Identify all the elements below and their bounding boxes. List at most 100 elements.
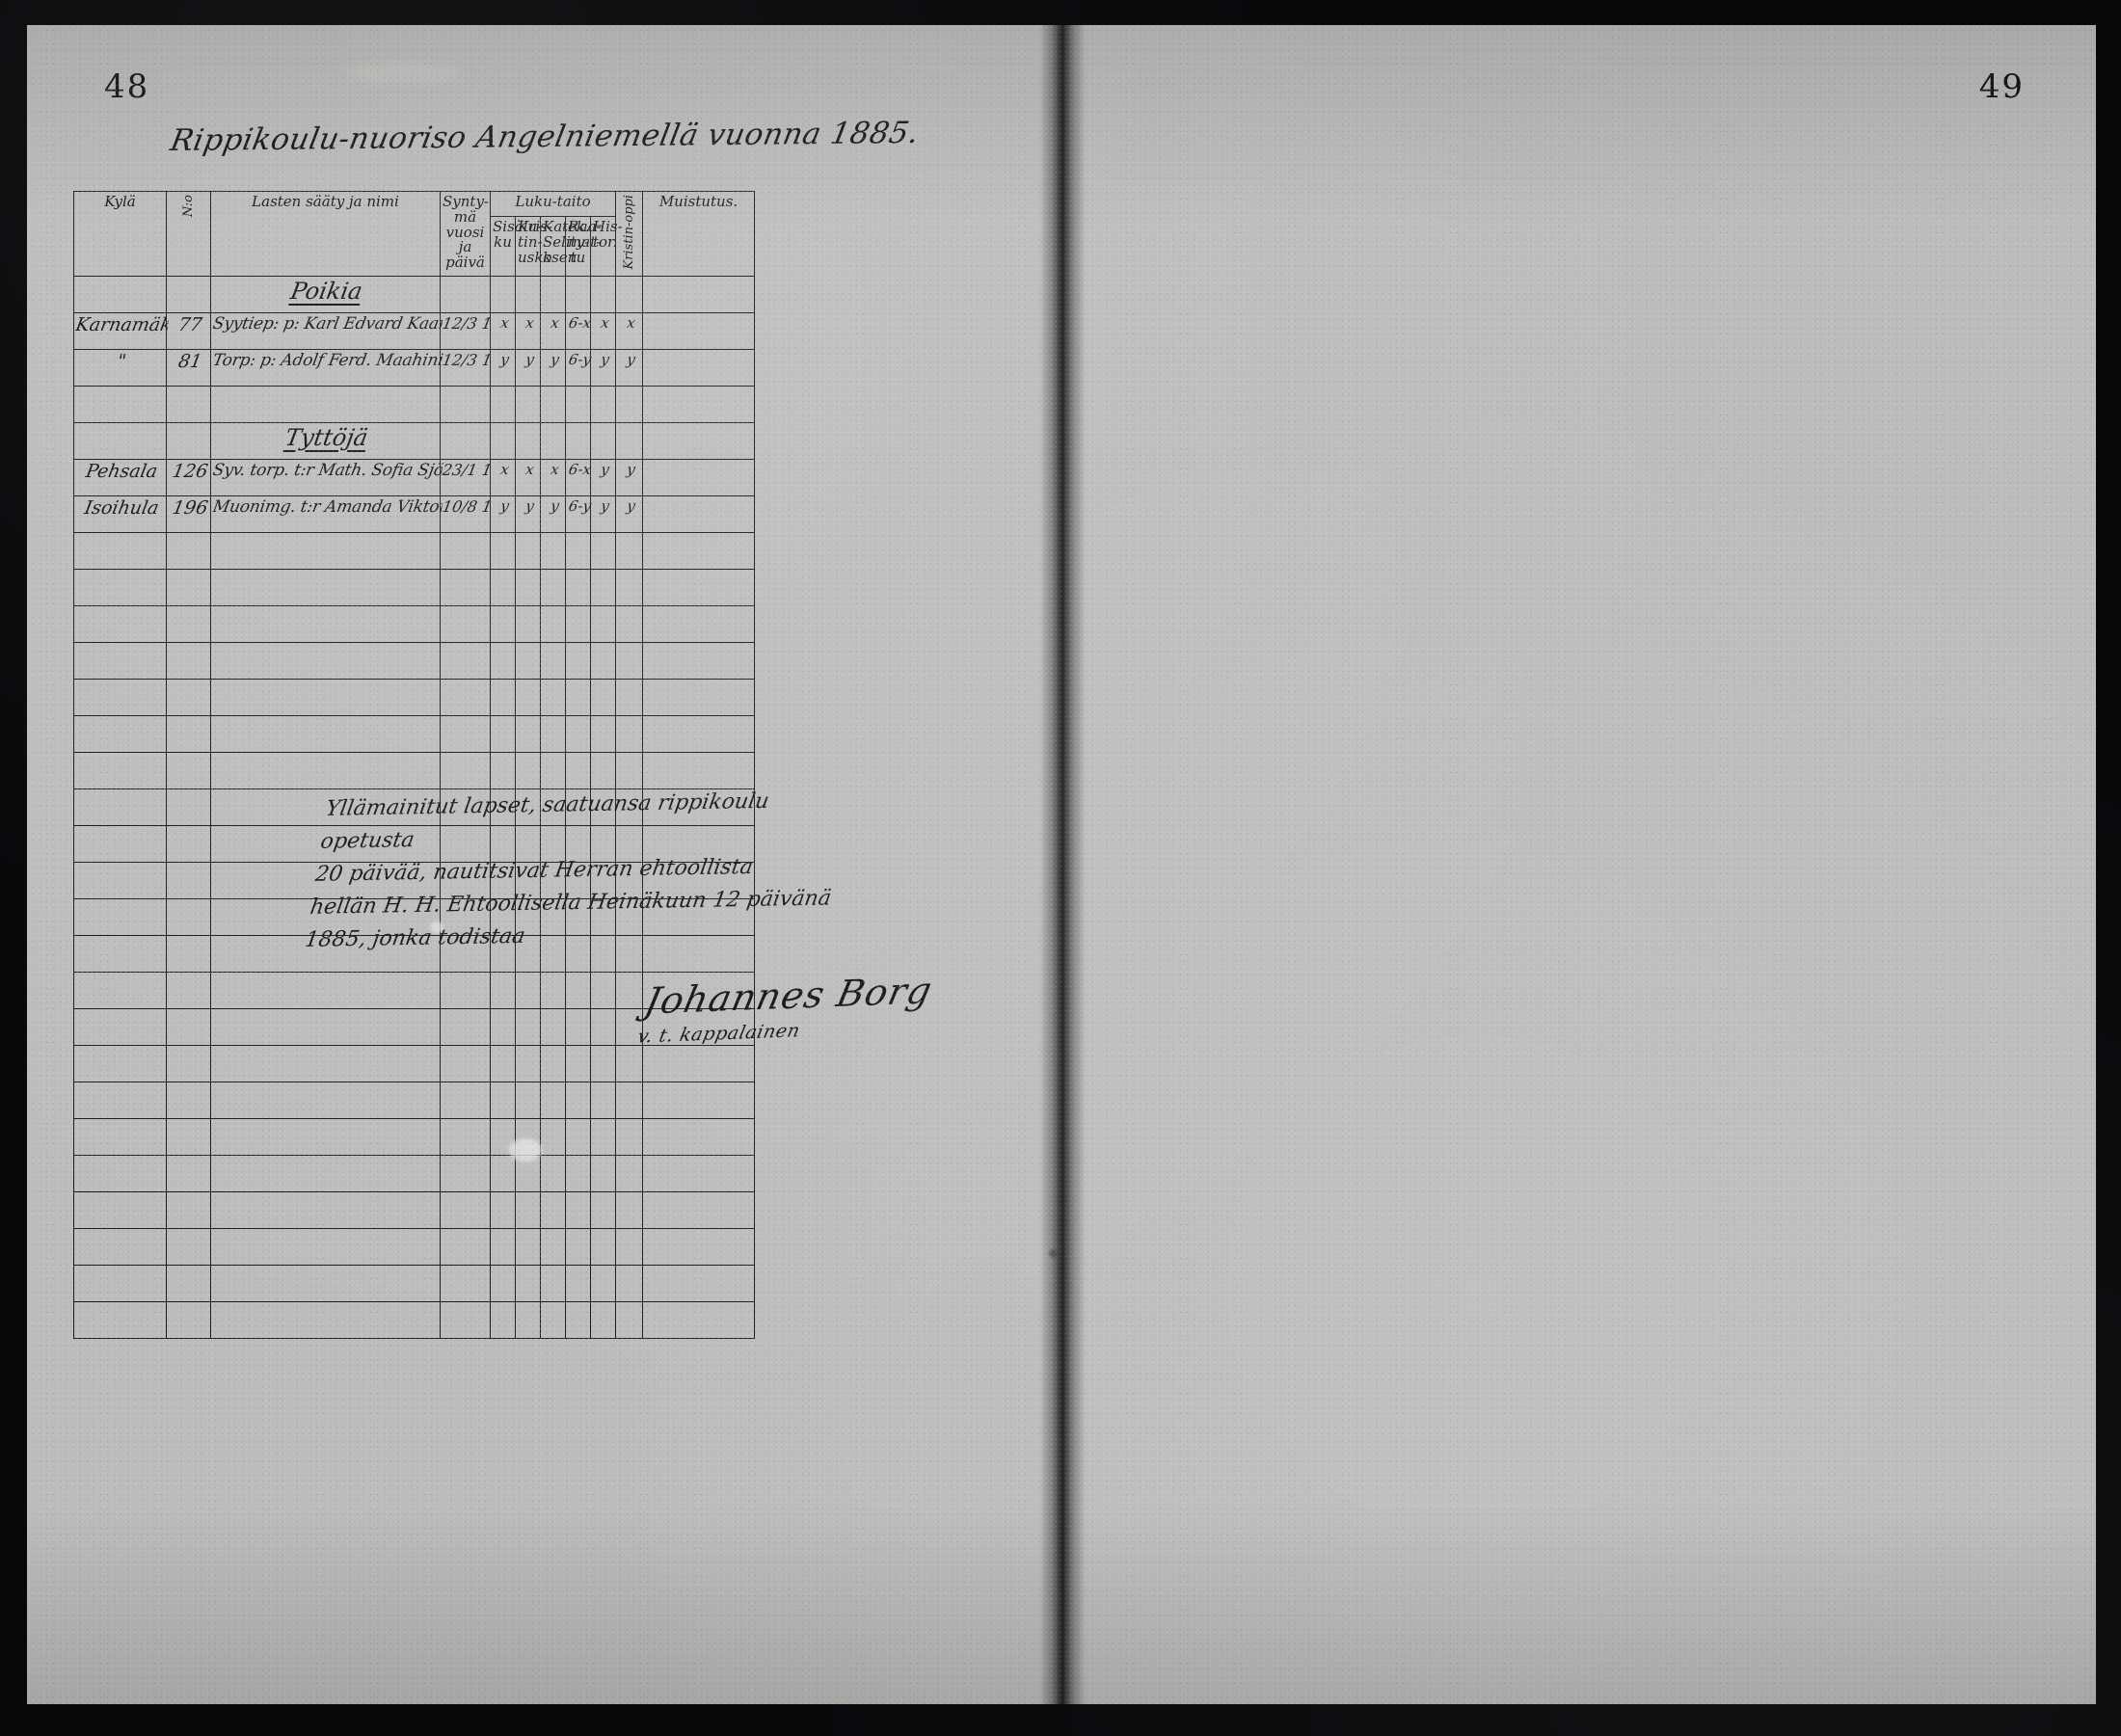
section-label: Poikia <box>207 276 443 313</box>
table-row-blank <box>73 1301 755 1340</box>
cell-blank <box>515 1008 541 1047</box>
table-row-blank <box>73 972 755 1010</box>
cell-blank <box>615 1265 643 1303</box>
cell-blank <box>642 679 755 717</box>
cell-blank <box>440 715 491 754</box>
register-table-left: Kylä N:o Lasten sääty ja nimi Synty- mä … <box>70 190 758 1340</box>
cell-blank <box>490 972 516 1010</box>
cell-blank <box>73 1265 167 1303</box>
cell-blank <box>440 532 491 571</box>
cell-blank <box>642 1118 755 1157</box>
cell-blank <box>615 752 643 790</box>
cell-blank <box>73 1228 167 1267</box>
table-row-blank <box>73 642 755 681</box>
cell-blank <box>515 715 541 754</box>
cell-blank <box>210 642 441 681</box>
cell-village: Karnamäki <box>70 312 170 350</box>
cell-blank <box>540 679 566 717</box>
cell-village: Isoihula <box>70 495 170 533</box>
cell-village: " <box>70 349 170 387</box>
cell-blank <box>210 972 441 1010</box>
cell-blank <box>615 715 643 754</box>
cell-blank <box>210 1008 441 1047</box>
cell-blank <box>73 898 167 937</box>
cell-blank <box>515 569 541 607</box>
cell-blank <box>490 1082 516 1120</box>
cell-blank <box>210 715 441 754</box>
cell-birth: 10/8 1870 <box>437 495 494 533</box>
table-row-blank <box>73 1008 755 1047</box>
cell-blank <box>615 386 643 424</box>
cell-name: Syv. torp. t:r Math. Sofia Sjölin <box>207 459 443 496</box>
cell-blank <box>490 862 516 900</box>
cell-remark <box>639 312 758 350</box>
cell-blank <box>615 642 643 681</box>
cell-blank <box>490 386 516 424</box>
register-body-left: Poikia Karnamäki 77 Syytiep: p: Karl Edvard… <box>70 276 758 1340</box>
cell-blank <box>590 1265 616 1303</box>
ledger-page-left: 48 Rippikoulu-nuoriso Angelniemellä vuon… <box>27 25 1061 1704</box>
book-gutter-shadow <box>1039 25 1086 1704</box>
cell-blank <box>166 1155 211 1193</box>
cell-blank <box>565 1045 591 1083</box>
cell-blank <box>490 1008 516 1047</box>
cell-blank <box>166 642 211 681</box>
cell-remark <box>639 495 758 533</box>
col-header-readingskill-left: Luku-taito <box>490 190 616 218</box>
cell-blank <box>565 1155 591 1193</box>
table-row-blank <box>73 825 755 864</box>
cell-blank <box>565 825 591 864</box>
cell-blank <box>490 1265 516 1303</box>
table-row-blank <box>73 752 755 790</box>
cell-blank <box>210 386 441 424</box>
cell-blank <box>515 972 541 1010</box>
cell-blank <box>540 276 566 314</box>
cell-blank <box>642 1191 755 1230</box>
cell-birth: 23/1 1870 <box>437 459 494 496</box>
cell-blank <box>440 1082 491 1120</box>
cell-blank <box>440 386 491 424</box>
cell-blank <box>440 679 491 717</box>
col-header-sub-left-0: Sisälu- ku <box>490 216 542 278</box>
cell-blank <box>515 1265 541 1303</box>
cell-blank <box>210 1082 441 1120</box>
cell-blank <box>590 532 616 571</box>
cell-blank <box>73 1301 167 1340</box>
cell-blank <box>642 1045 755 1083</box>
cell-blank <box>490 569 516 607</box>
cell-blank <box>540 752 566 790</box>
cell-blank <box>590 752 616 790</box>
cell-blank <box>166 972 211 1010</box>
cell-blank <box>540 1191 566 1230</box>
cell-blank <box>590 972 616 1010</box>
cell-blank <box>440 422 491 461</box>
col-header-sub-left-3: Raa- mat- tu <box>565 216 602 278</box>
table-row-blank <box>73 1155 755 1193</box>
cell-blank <box>590 1155 616 1193</box>
cell-blank <box>440 1155 491 1193</box>
cell-blank <box>210 569 441 607</box>
cell-blank <box>565 1191 591 1230</box>
cell-blank <box>490 935 516 974</box>
cell-name: Syytiep: p: Karl Edvard Kaarlo <box>207 312 443 350</box>
cell-blank <box>490 1118 516 1157</box>
cell-blank <box>565 276 591 314</box>
cell-blank <box>565 642 591 681</box>
cell-blank <box>166 1045 211 1083</box>
cell-blank <box>642 532 755 571</box>
cell-blank <box>440 862 491 900</box>
cell-blank <box>515 642 541 681</box>
table-row: Isoihula 196 Muonimg. t:r Amanda Viktoria … <box>70 495 758 533</box>
cell-blank <box>540 715 566 754</box>
cell-blank <box>615 1155 643 1193</box>
cell-blank <box>642 752 755 790</box>
cell-blank <box>166 862 211 900</box>
cell-village: Pehsala <box>70 459 170 496</box>
cell-blank <box>615 972 643 1010</box>
cell-blank <box>210 1118 441 1157</box>
cell-blank <box>73 788 167 827</box>
cell-blank <box>440 972 491 1010</box>
table-row-blank <box>73 898 755 937</box>
cell-blank <box>540 1118 566 1157</box>
cell-blank <box>642 1155 755 1193</box>
